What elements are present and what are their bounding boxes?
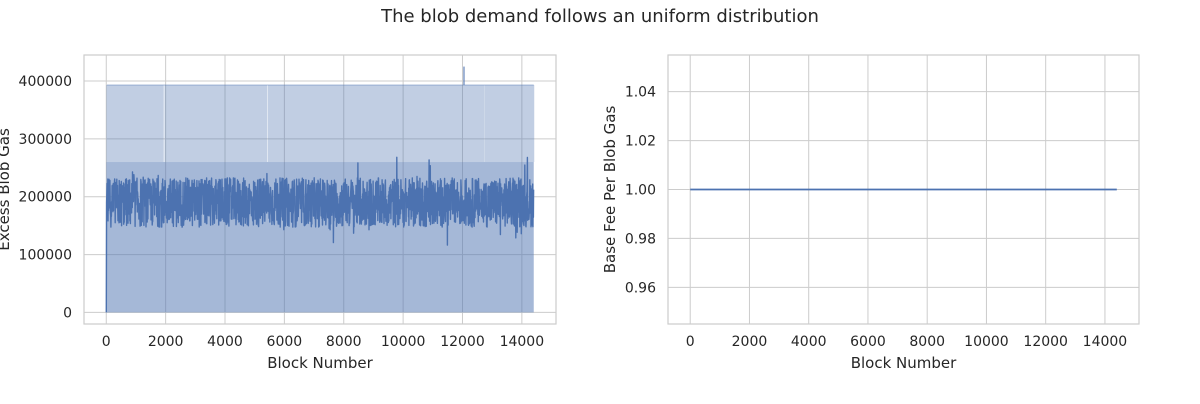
y-tick-label: 400000 [19,74,72,90]
y-axis-label: Base Fee Per Blob Gas [601,106,619,274]
x-tick-label: 4000 [791,334,827,350]
x-tick-label: 4000 [207,334,243,350]
y-tick-label: 1.02 [625,134,656,150]
x-tick-label: 2000 [732,334,768,350]
x-tick-label: 8000 [326,334,362,350]
x-tick-label: 14000 [500,334,545,350]
y-tick-label: 0.96 [625,280,656,296]
x-tick-label: 8000 [909,334,945,350]
x-tick-label: 2000 [148,334,184,350]
figure-title: The blob demand follows an uniform distr… [380,6,819,27]
base-fee-plot: 0 2000 4000 6000 8000 10000 12000 14000 0.96 0.98… [601,54,1140,372]
x-tick-label: 12000 [440,334,485,350]
x-axis-label: Block Number [851,354,957,372]
x-tick-label: 10000 [964,334,1009,350]
x-tick-label: 12000 [1023,334,1068,350]
excess-blob-gas-line [105,156,535,313]
x-tick-label: 14000 [1083,334,1128,350]
y-tick-label: 0.98 [625,231,656,247]
x-tick-label: 6000 [850,334,886,350]
x-tick-label: 0 [102,334,111,350]
excess-blob-gas-plot: 0 2000 4000 6000 8000 10000 12000 14000 0 100000 2… [0,54,557,372]
x-tick-label: 0 [686,334,695,350]
y-tick-label: 100000 [19,248,72,264]
y-tick-label: 0 [63,305,72,321]
y-axis-label: Excess Blob Gas [0,128,13,251]
y-tick-label: 1.00 [625,183,656,199]
base-fee-frame [667,54,1140,325]
x-tick-label: 6000 [267,334,303,350]
band-spikes [106,85,535,162]
y-tick-label: 200000 [19,190,72,206]
y-tick-label: 1.04 [625,85,656,101]
excess-blob-gas-frame [83,54,557,325]
x-tick-label: 10000 [381,334,426,350]
y-tick-label: 300000 [19,132,72,148]
x-axis-label: Block Number [267,354,373,372]
